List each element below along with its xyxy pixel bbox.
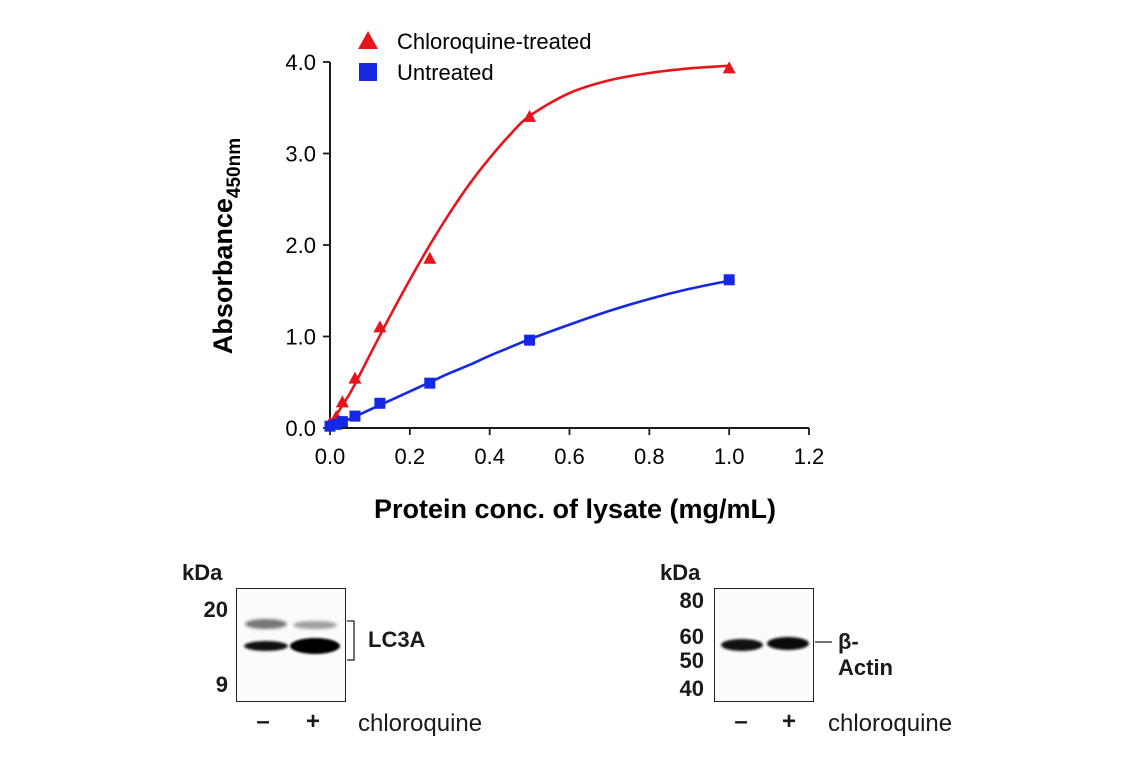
untreated-point — [324, 420, 336, 432]
legend-chloroquine-label: Chloroquine-treated — [397, 29, 591, 54]
lc3a-band-upper-lane1 — [245, 619, 287, 629]
untreated-point — [336, 416, 348, 428]
actin-blot-image — [714, 588, 814, 702]
lc3a-bracket — [347, 620, 355, 661]
y-tick-label: 4.0 — [285, 50, 316, 75]
untreated-point — [524, 334, 536, 346]
x-tick-label: 1.2 — [794, 444, 825, 469]
x-tick-label: 0.2 — [395, 444, 426, 469]
chloroquine-point — [373, 320, 387, 333]
actin-band-lane1 — [721, 639, 763, 651]
lc3a-band-lower-lane2 — [290, 638, 340, 654]
x-axis-title: Protein conc. of lysate (mg/mL) — [374, 494, 776, 524]
chloroquine-point — [335, 395, 349, 408]
y-tick-label: 1.0 — [285, 325, 316, 350]
untreated-point — [349, 410, 361, 422]
untreated-point — [723, 274, 735, 286]
x-tick-label: 0.6 — [554, 444, 585, 469]
lc3a-marker-9: 9 — [215, 672, 228, 697]
lc3a-kda-label: kDa — [182, 560, 223, 585]
actin-marker-50: 50 — [679, 648, 704, 673]
chart-axes: 0.0 0.2 0.4 0.6 0.8 1.0 1.2 0.0 1.0 2.0 3.0 4.0 — [285, 50, 824, 469]
actin-marker-60: 60 — [679, 624, 704, 649]
actin-protein-label: β-Actin — [838, 629, 893, 680]
untreated-point — [424, 377, 436, 389]
data-markers — [323, 61, 736, 432]
lc3a-blot-image — [236, 588, 346, 702]
actin-marker-80: 80 — [679, 588, 704, 613]
chloroquine-point — [523, 109, 537, 122]
chart-legend: Chloroquine-treated Untreated — [358, 29, 591, 85]
untreated-point — [374, 397, 386, 409]
x-tick-label: 0.8 — [634, 444, 665, 469]
x-tick-label: 0.0 — [315, 444, 346, 469]
fit-line-chloroquine — [328, 64, 730, 426]
chloroquine-point — [423, 251, 437, 264]
lc3a-lane-untreated: – — [256, 708, 270, 735]
lc3a-lane-treated: + — [305, 708, 320, 735]
actin-kda-label: kDa — [660, 560, 701, 585]
y-tick-label: 0.0 — [285, 416, 316, 441]
legend-untreated-marker — [359, 63, 377, 81]
actin-lane-treated: + — [781, 708, 796, 735]
x-tick-label: 1.0 — [714, 444, 745, 469]
chloroquine-point — [722, 61, 736, 74]
actin-lane-untreated: – — [734, 708, 748, 735]
x-tick-label: 0.4 — [474, 444, 505, 469]
lc3a-band-upper-lane2 — [293, 621, 337, 629]
absorbance-chart: 0.0 0.2 0.4 0.6 0.8 1.0 1.2 0.0 1.0 2.0 3.0 4.0 Chl… — [208, 29, 824, 524]
y-axis-title-subscript: 450nm — [224, 138, 245, 198]
chloroquine-point — [348, 371, 362, 384]
actin-marker-40: 40 — [679, 676, 704, 701]
legend-chloroquine-marker — [358, 31, 378, 49]
lc3a-protein-label: LC3A — [368, 627, 426, 652]
fit-line-untreated — [329, 279, 730, 429]
actin-band-lane2 — [767, 637, 809, 650]
lc3a-marker-20: 20 — [203, 597, 228, 622]
untreated-point — [330, 418, 342, 430]
y-tick-label: 3.0 — [285, 142, 316, 167]
legend-untreated-label: Untreated — [397, 60, 494, 85]
y-axis-title-main: Absorbance — [208, 198, 238, 354]
lc3a-band-lower-lane1 — [244, 641, 288, 651]
actin-pointer-line — [815, 641, 832, 643]
y-tick-label: 2.0 — [285, 233, 316, 258]
lc3a-treatment-label: chloroquine — [358, 710, 483, 737]
y-axis-title: Absorbance450nm — [208, 138, 245, 354]
actin-treatment-label: chloroquine — [828, 710, 953, 737]
